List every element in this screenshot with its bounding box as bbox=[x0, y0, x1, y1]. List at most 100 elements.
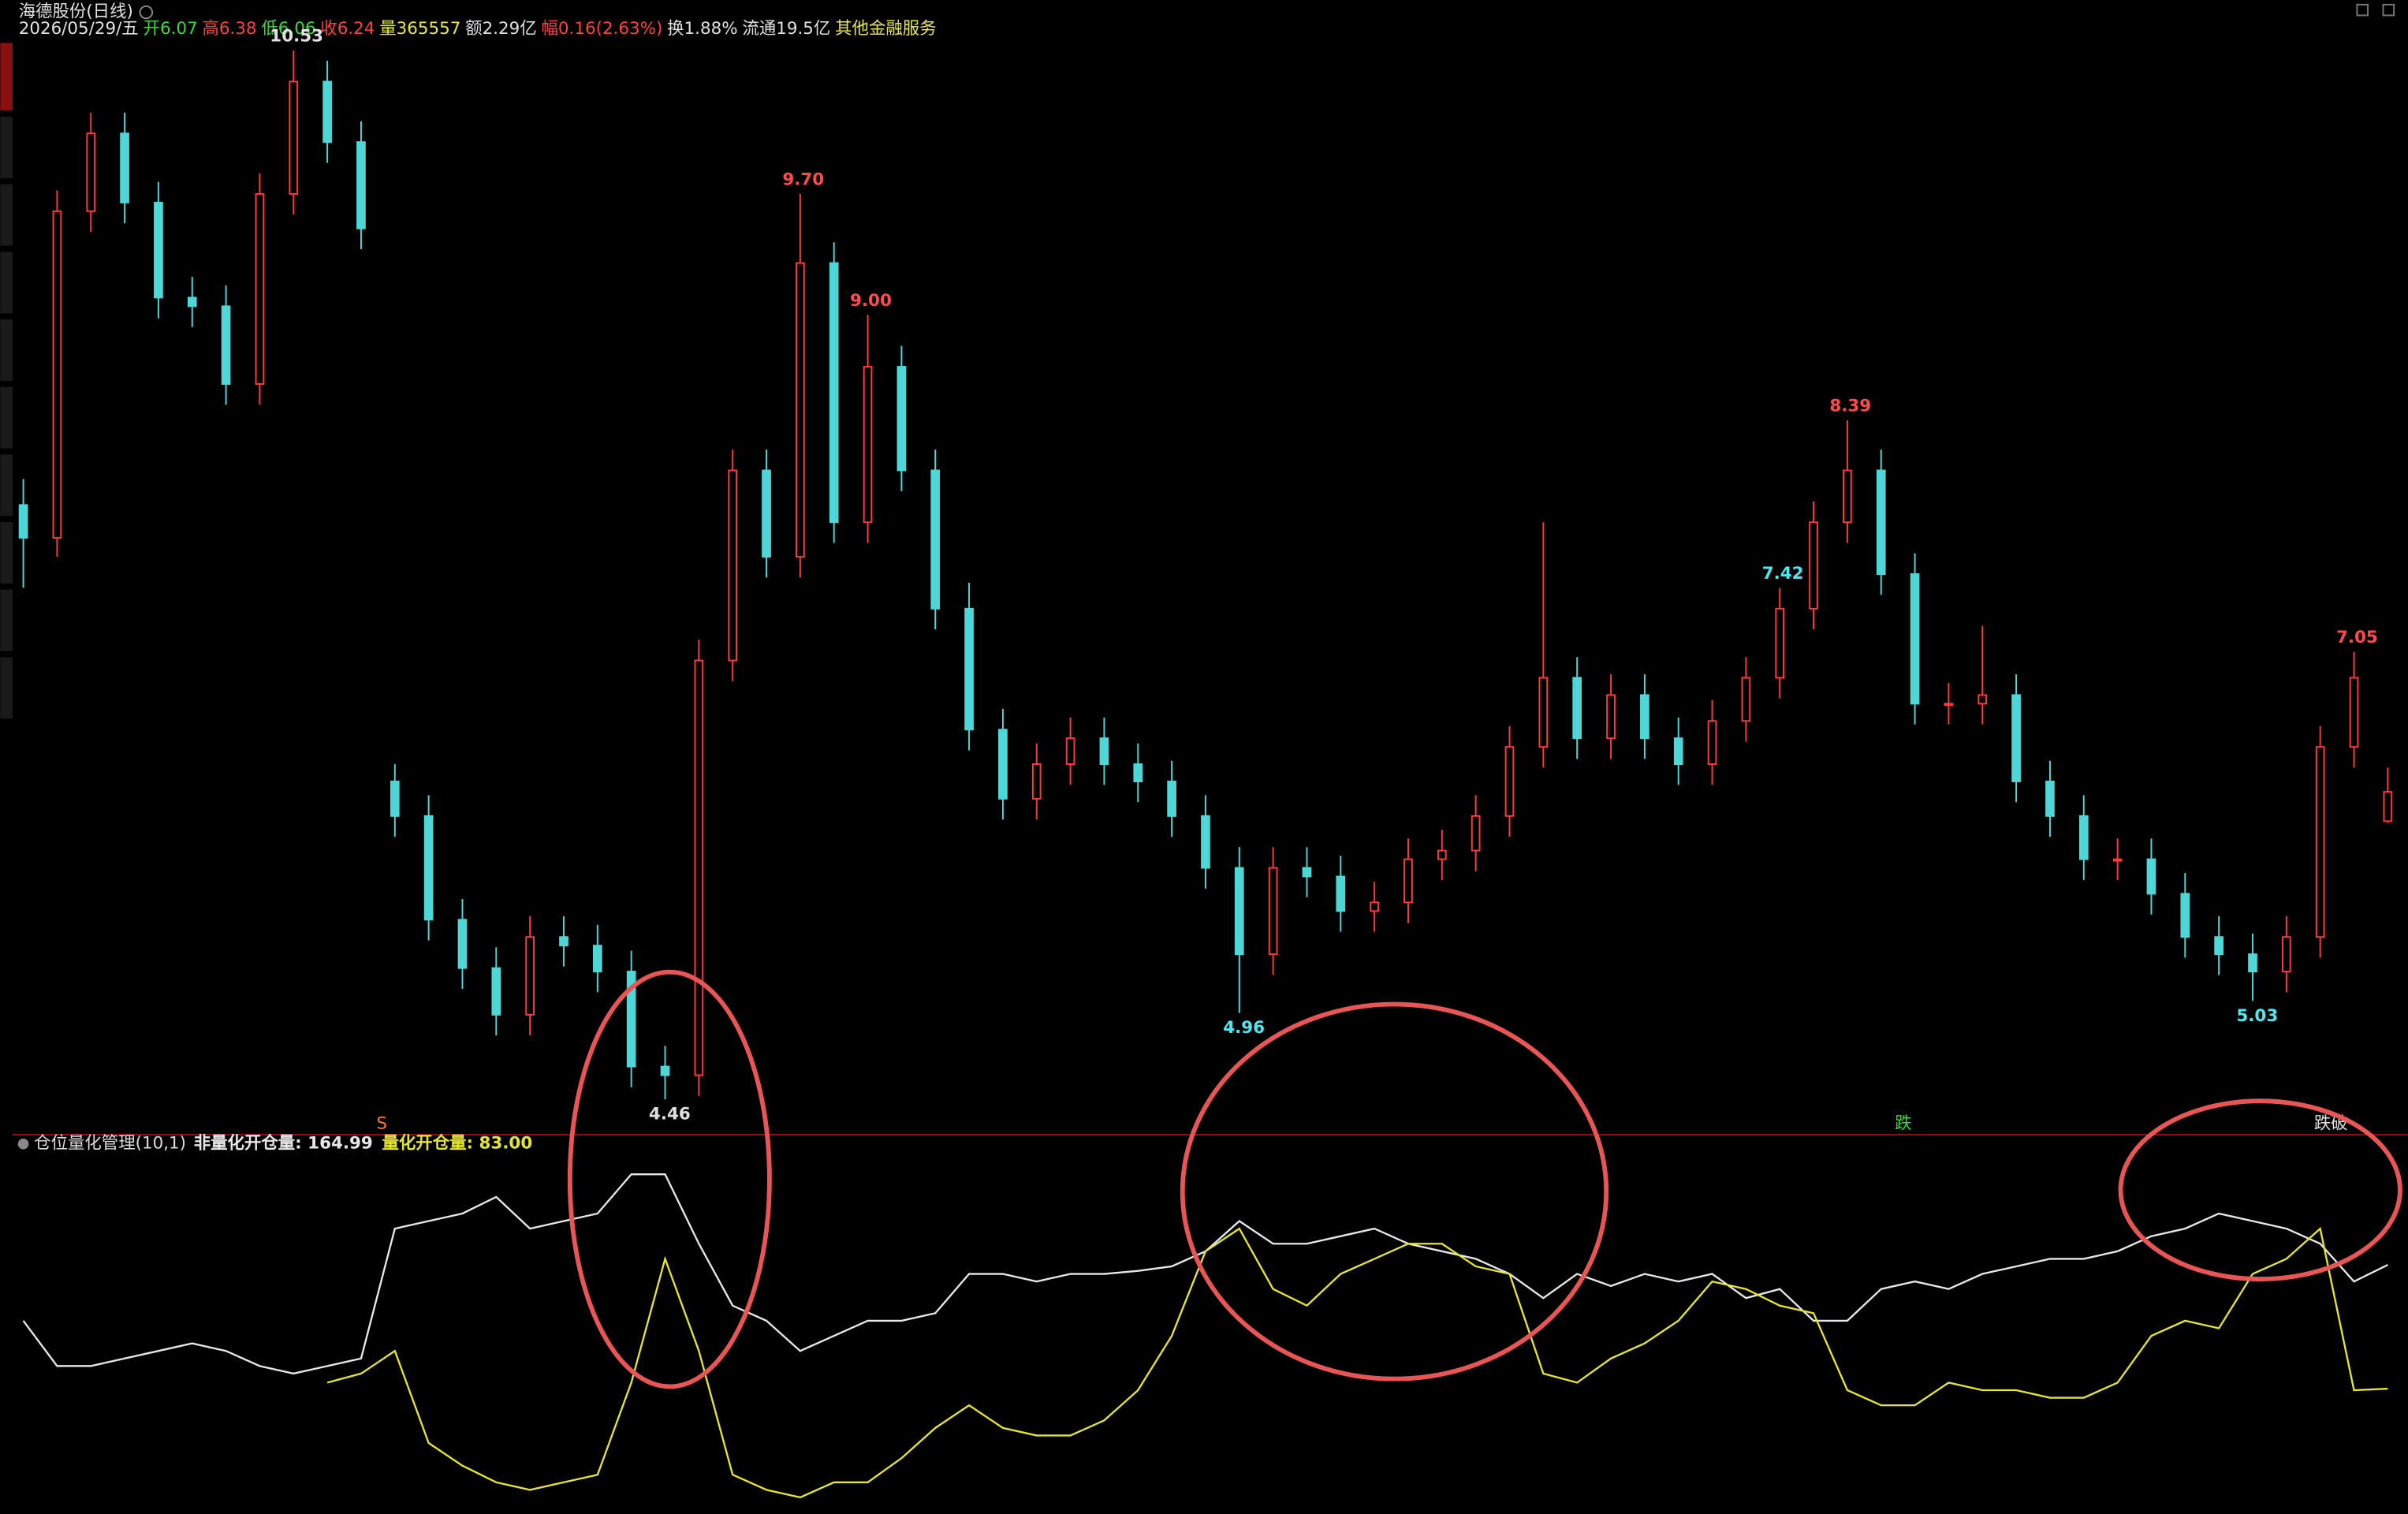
candle-body bbox=[1302, 867, 1312, 878]
candle-body bbox=[1775, 607, 1785, 679]
side-tab[interactable] bbox=[0, 252, 13, 314]
candle-body bbox=[2281, 936, 2291, 973]
side-tab[interactable] bbox=[0, 589, 13, 651]
candle-body bbox=[1876, 469, 1886, 576]
candle-body bbox=[998, 729, 1008, 800]
price-annotation: 4.46 bbox=[649, 1105, 691, 1124]
side-tabs bbox=[0, 43, 13, 719]
candle-body bbox=[1640, 694, 1649, 740]
quote-item: 额2.29亿 bbox=[465, 19, 536, 39]
candle-body bbox=[390, 781, 400, 817]
candle-body bbox=[728, 469, 738, 662]
candle-body bbox=[2214, 936, 2223, 956]
candle-body bbox=[154, 201, 163, 299]
quote-item: 低6.06 bbox=[261, 19, 315, 39]
candle-body bbox=[1031, 763, 1042, 800]
candle-body bbox=[491, 967, 501, 1016]
side-tab[interactable] bbox=[0, 319, 13, 381]
quote-item: 高6.38 bbox=[202, 19, 256, 39]
candle-body bbox=[1977, 694, 1988, 705]
candle-body bbox=[1707, 720, 1717, 766]
candle-body bbox=[762, 469, 771, 558]
window-button[interactable] bbox=[2382, 3, 2395, 17]
price-annotation: 4.96 bbox=[1223, 1018, 1265, 1038]
highlight-ellipse bbox=[567, 969, 772, 1389]
stock-title: 海德股份(日线) bbox=[19, 2, 133, 22]
candle-body bbox=[1910, 573, 1920, 705]
candle-body bbox=[86, 132, 96, 212]
candle-body bbox=[1606, 694, 1616, 740]
candle-body bbox=[2180, 893, 2190, 938]
price-annotation: 8.39 bbox=[1829, 396, 1871, 416]
candle-body bbox=[1944, 703, 1954, 707]
quote-item: 2026/05/29/五 bbox=[19, 19, 139, 39]
indicator-line bbox=[326, 1226, 2388, 1499]
candle-body bbox=[2045, 781, 2055, 817]
quote-item: 换1.88% bbox=[667, 19, 737, 39]
candle-body bbox=[2146, 858, 2156, 895]
candle-body bbox=[356, 141, 366, 229]
side-tab[interactable] bbox=[0, 657, 13, 719]
candle-body bbox=[1403, 858, 1413, 904]
candle-body bbox=[2315, 746, 2325, 938]
candle-body bbox=[1268, 867, 1278, 956]
quote-item: 幅0.16(2.63%) bbox=[542, 19, 663, 39]
candle-body bbox=[1843, 469, 1852, 524]
quote-item: 其他金融服务 bbox=[835, 19, 936, 39]
highlight-ellipse bbox=[1180, 1001, 1609, 1382]
candle-body bbox=[457, 919, 468, 969]
candle-body bbox=[18, 504, 28, 539]
price-annotation: 5.03 bbox=[2236, 1006, 2278, 1026]
candle-body bbox=[1201, 815, 1210, 869]
indicator-legend: 仓位量化管理(10,1) 非量化开仓量: 164.99 量化开仓量: 83.00 bbox=[34, 1133, 532, 1154]
candle-body bbox=[1234, 867, 1244, 956]
signal-marker: S bbox=[376, 1113, 387, 1133]
side-tab[interactable] bbox=[0, 454, 13, 516]
side-tab[interactable] bbox=[0, 522, 13, 584]
candle-body bbox=[2011, 694, 2021, 782]
indicator-title: 仓位量化管理(10,1) bbox=[34, 1134, 186, 1154]
candle-body bbox=[592, 945, 602, 973]
quote-item: 开6.07 bbox=[144, 19, 198, 39]
candle-body bbox=[52, 210, 62, 539]
quote-bar: 2026/05/29/五 开6.07 高6.38 低6.06 收6.24 量365557 额… bbox=[19, 19, 937, 39]
side-tab-active[interactable] bbox=[0, 43, 13, 111]
candle-body bbox=[1538, 677, 1549, 748]
candle-body bbox=[829, 262, 839, 524]
window-button[interactable] bbox=[2356, 3, 2369, 17]
price-annotation: 10.53 bbox=[270, 26, 323, 46]
side-tab[interactable] bbox=[0, 386, 13, 449]
candle-body bbox=[964, 607, 974, 731]
quote-item: 量365557 bbox=[379, 19, 460, 39]
candle-body bbox=[221, 305, 231, 385]
candle-body bbox=[863, 366, 873, 524]
legend-entry: 量化开仓量: 83.00 bbox=[382, 1133, 532, 1154]
candle-body bbox=[1437, 849, 1447, 860]
price-annotation: 7.42 bbox=[1762, 564, 1804, 584]
candle-body bbox=[525, 936, 535, 1016]
highlight-ellipse bbox=[2118, 1098, 2402, 1281]
indicator-icon[interactable] bbox=[17, 1138, 29, 1150]
candle-body bbox=[1370, 901, 1379, 912]
candle-body bbox=[1167, 781, 1176, 817]
candle-body bbox=[1504, 746, 1515, 817]
candle-body bbox=[1336, 875, 1346, 912]
candle-body bbox=[187, 296, 197, 308]
side-tab[interactable] bbox=[0, 116, 13, 178]
candle-body bbox=[1065, 737, 1075, 766]
candle-body bbox=[1572, 677, 1582, 740]
candle-body bbox=[423, 815, 434, 921]
candle-body bbox=[1809, 521, 1818, 610]
candle-body bbox=[2248, 953, 2257, 973]
price-annotation: 7.05 bbox=[2336, 628, 2378, 647]
highlight-ellipses bbox=[567, 969, 2402, 1389]
side-tab[interactable] bbox=[0, 184, 13, 246]
candle-body bbox=[2349, 677, 2359, 748]
settings-icon[interactable] bbox=[139, 5, 154, 20]
candle-body bbox=[2112, 858, 2123, 862]
candle-body bbox=[120, 132, 129, 203]
candle-body bbox=[930, 469, 941, 610]
candle-body bbox=[1099, 737, 1109, 766]
